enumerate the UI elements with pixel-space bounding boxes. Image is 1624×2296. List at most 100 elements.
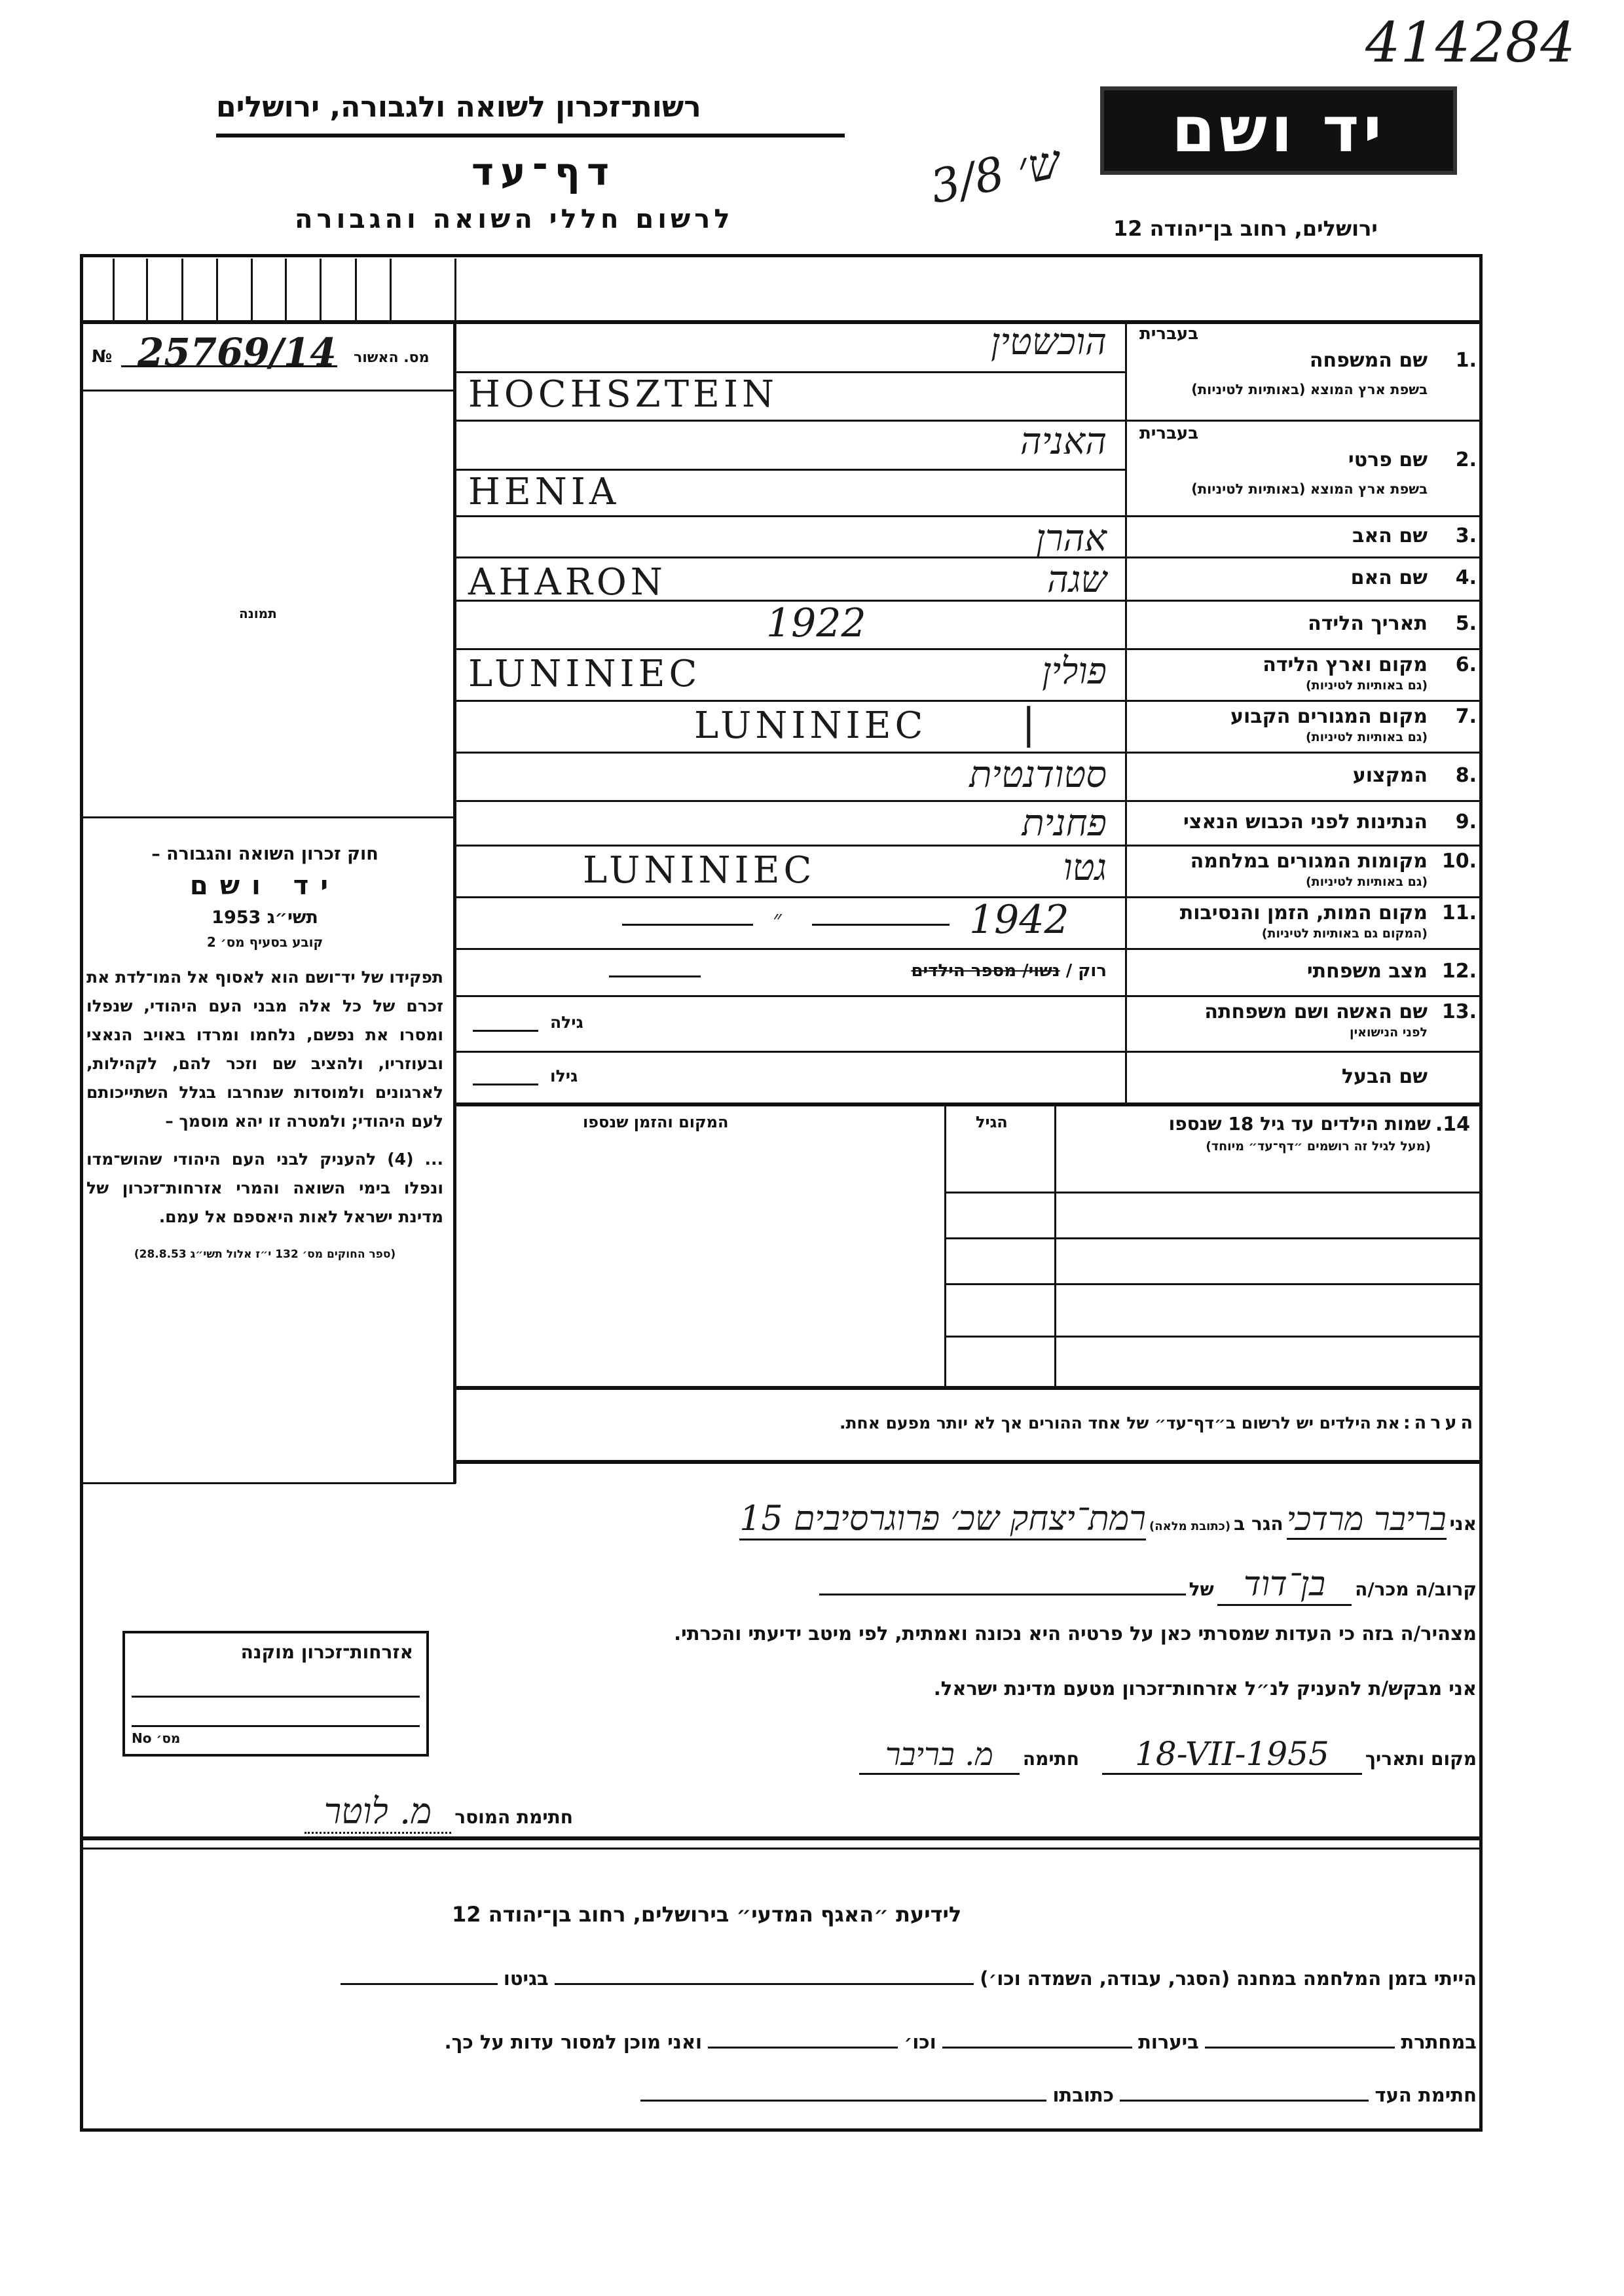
age-field[interactable] (473, 1083, 538, 1085)
field-row-divider (454, 845, 1483, 847)
value-hebrew[interactable]: פולין (1042, 650, 1107, 693)
marital-status[interactable]: רוק / נשוי/ מספר הילדים (911, 961, 1107, 981)
top-boxes-bottom (80, 320, 1483, 324)
field-sublabel: בשפת ארץ המוצא (באותיות לטיניות) (1191, 382, 1428, 397)
receiver-label: חתימת המוסר (454, 1806, 573, 1828)
note: הערה: את הילדים יש לרשום ב״דף־עד״ של אחד… (840, 1413, 1477, 1433)
children-row[interactable] (944, 1336, 1481, 1338)
field-label: שם הבעל (1341, 1065, 1428, 1088)
approval-number-prefix: № (92, 347, 113, 367)
footer-ghetto-label: בגיטו (503, 1967, 549, 1990)
footer-etc-label: וכו׳ (904, 2031, 936, 2053)
age-field[interactable] (473, 1029, 538, 1032)
law-block: חוק זכרון השואה והגבורה – יד ושם תשי״ג 1… (86, 841, 443, 1263)
field-row-divider (454, 948, 1483, 950)
digit-box-divider (454, 259, 456, 320)
field-number: 1. (1455, 349, 1477, 372)
citizenship-box: אזרחות־זכרון מוקנה מס׳ No (122, 1631, 429, 1757)
org-title: רשות־זכרון לשואה ולגבורה, ירושלים (216, 90, 701, 124)
value-latin[interactable]: AHARON (468, 561, 667, 604)
value-hebrew[interactable]: אהרן (1035, 517, 1107, 560)
value-hebrew[interactable]: האניה (1020, 420, 1107, 463)
digit-box-divider (113, 259, 115, 320)
declaration-line-6: חתימת המוסר מ. לוטר (304, 1791, 573, 1834)
footer-camp-field[interactable] (554, 1980, 974, 1985)
hebrew-hint-label: בעברית (1139, 424, 1199, 443)
declarant-address[interactable]: רמת־יצחק שכ׳ פרוגרסיבים 15 (739, 1499, 1146, 1540)
approval-row-bottom (80, 390, 454, 392)
field-sublabel: (גם באותיות לטיניות) (1305, 875, 1428, 889)
relation-value[interactable]: בן־דוד (1217, 1565, 1352, 1606)
footer-underground-label: במחתרת (1401, 2031, 1477, 2053)
children-table-top (454, 1102, 1483, 1106)
ditto-line (622, 924, 753, 926)
field-label: המקצוע (1352, 764, 1428, 787)
value-hebrew[interactable]: שגה (1047, 558, 1107, 601)
value-latin[interactable]: LUNINIEC (468, 653, 701, 695)
value-latin[interactable]: HOCHSZTEIN (468, 373, 779, 416)
digit-box-divider (146, 259, 148, 320)
value-hebrew[interactable]: פחנית (1022, 802, 1107, 845)
field-number: 10. (1441, 850, 1477, 873)
value-hebrew[interactable]: גטו (1063, 847, 1107, 889)
digit-box-divider (216, 259, 218, 320)
value-hebrew[interactable]: סטודנטית (969, 754, 1107, 796)
footer-underground-field[interactable] (1205, 2044, 1395, 2049)
approval-number-line (121, 365, 337, 367)
children-col-divider (944, 1102, 946, 1387)
field-label: שם האב (1352, 524, 1428, 547)
yad-vashem-logo: יד ושם (1100, 86, 1457, 175)
field-sublabel: (המקום גם באותיות לטיניות) (1261, 926, 1428, 941)
signature-value[interactable]: מ. בריבר (858, 1736, 1020, 1775)
footer-ghetto-field[interactable] (340, 1980, 498, 1985)
declaration-line-2: קרוב/ה מכר/ה בן־דוד של (819, 1565, 1477, 1606)
ditto-line (812, 924, 950, 926)
value-ditto-mark[interactable]: | (1022, 700, 1036, 748)
digit-box-divider (355, 259, 357, 320)
witness-signature-field[interactable] (1120, 2097, 1369, 2102)
children-row[interactable] (944, 1192, 1481, 1194)
witness-address-field[interactable] (640, 2097, 1047, 2102)
label-column-divider (1125, 320, 1127, 1104)
field-sublabel: לפני הנישואין (1350, 1025, 1428, 1040)
value-text[interactable]: 1922 (766, 600, 866, 646)
approval-number[interactable]: 25769/14 (138, 330, 337, 374)
note-top (454, 1386, 1483, 1390)
declaration-line-5: מקום ותאריך 18-VII-1955 חתימה מ. בריבר (858, 1735, 1477, 1775)
value-latin[interactable]: LUNINIEC (583, 849, 816, 892)
address: ירושלים, רחוב בן־יהודה 12 (1113, 216, 1378, 241)
children-row[interactable] (944, 1283, 1481, 1285)
value-latin[interactable]: LUNINIEC (694, 704, 927, 747)
digit-box-divider (181, 259, 183, 320)
field-number: 5. (1455, 612, 1477, 635)
of-value-field[interactable] (819, 1591, 1186, 1595)
value-hebrew[interactable]: הוכשטין (991, 321, 1107, 363)
value-text[interactable]: 1942 (969, 897, 1069, 943)
children-col-place: המקום והזמן שנספו (583, 1113, 729, 1131)
photo-label[interactable]: תמונה (239, 606, 277, 621)
children-num: 14. (1435, 1113, 1470, 1136)
date-value[interactable]: 18-VII-1955 (1102, 1735, 1362, 1775)
footer-etc-field[interactable] (708, 2044, 898, 2049)
citizenship-box-no: מס׳ No (132, 1730, 181, 1746)
footer-forests-label: ביערות (1138, 2031, 1199, 2053)
footer-forests-field[interactable] (942, 2044, 1132, 2049)
relation-label: קרוב/ה מכר/ה (1355, 1578, 1477, 1600)
declaration-line-1: אני בריבר מרדכי הגר ב (כתובת מלאה) רמת־י… (739, 1499, 1477, 1540)
handwritten-note: ש׳ 3/8 (925, 134, 1065, 214)
footer-line-3: חתימת העד כתובתו (640, 2084, 1477, 2106)
declarant-name[interactable]: בריבר מרדכי (1286, 1500, 1447, 1540)
ditto-mark: ״ (773, 906, 782, 933)
note-text: את הילדים יש לרשום ב״דף־עד״ של אחד ההורי… (839, 1413, 1400, 1432)
field-number: 3. (1455, 524, 1477, 547)
value-latin[interactable]: HENIA (468, 471, 620, 513)
law-title: חוק זכרון השואה והגבורה – (151, 844, 378, 864)
children-row[interactable] (944, 1237, 1481, 1239)
photo-area-bottom (80, 816, 454, 818)
witness-address-label: כתובתו (1052, 2084, 1115, 2106)
field-number: 13. (1441, 1000, 1477, 1023)
receiver-signature[interactable]: מ. לוטר (304, 1791, 452, 1834)
left-column-divider (453, 320, 456, 1484)
field-label: הנתינות לפני הכבוש הנאצי (1183, 811, 1428, 833)
hebrew-hint-label: בעברית (1139, 324, 1199, 344)
